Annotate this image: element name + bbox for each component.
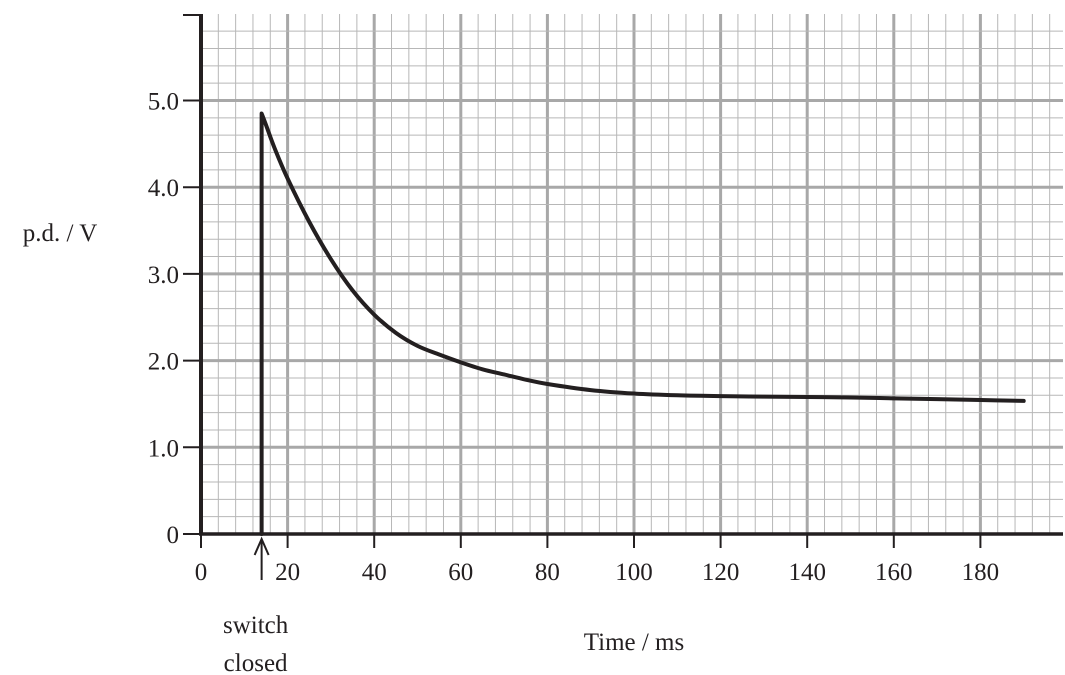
arrow-head [253,536,270,556]
x-tick-label: 40 [362,559,387,586]
y-tick-label: 3.0 [148,262,179,289]
y-tick-label: 1.0 [148,435,179,462]
x-tick-label: 0 [195,559,208,586]
y-tick-label: 2.0 [148,349,179,376]
x-tick-label: 20 [275,559,300,586]
y-tick-label: 5.0 [148,89,179,116]
x-tick-label: 60 [448,559,473,586]
x-tick-label: 140 [788,559,826,586]
x-tick-label: 180 [962,559,1000,586]
x-axis-title: Time / ms [584,629,685,656]
x-tick-label: 120 [702,559,740,586]
annotation-text: switch [223,612,289,639]
tick-labels: 0 1.0 2.0 3.0 4.0 5.0 0 20 40 60 80 100 120 140 160 180 [148,89,999,587]
x-tick-label: 100 [615,559,653,586]
x-tick-label: 160 [875,559,913,586]
annotation-text: closed [224,650,288,675]
y-tick-label: 0 [167,522,180,549]
y-tick-label: 4.0 [148,175,179,202]
x-tick-label: 80 [535,559,560,586]
y-axis-title: p.d. / V [23,220,98,247]
axes [183,14,1063,548]
grid [201,14,1063,534]
switch-annotation: switch closed [223,536,289,675]
pd-curve [259,111,1026,536]
